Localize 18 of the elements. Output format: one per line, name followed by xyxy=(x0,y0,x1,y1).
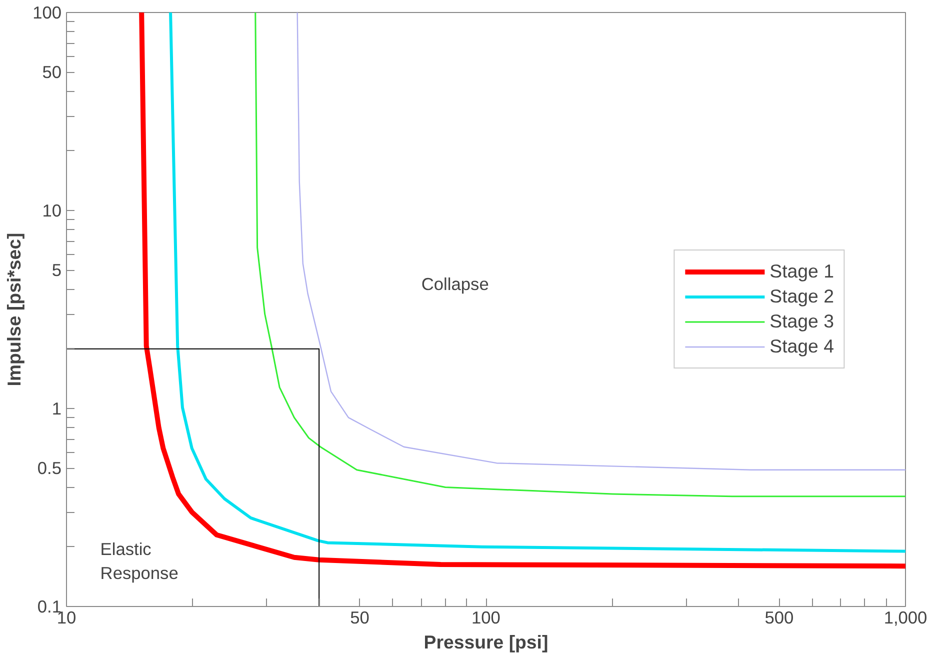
y-tick-label: 1 xyxy=(52,398,62,418)
x-tick-label: 50 xyxy=(350,608,370,628)
x-tick-label: 1,000 xyxy=(884,608,928,628)
annotation: Collapse xyxy=(421,274,489,294)
x-axis-title: Pressure [psi] xyxy=(424,632,548,652)
y-tick-label: 50 xyxy=(42,62,62,82)
legend-label: Stage 1 xyxy=(770,260,834,282)
legend-label: Stage 4 xyxy=(770,336,834,358)
y-tick-label: 0.5 xyxy=(37,458,62,478)
legend-label: Stage 2 xyxy=(770,286,834,308)
legend-label: Stage 3 xyxy=(770,310,834,332)
y-tick-label: 100 xyxy=(32,2,62,22)
annotation: Elastic Response xyxy=(100,538,178,583)
y-axis-title: Impulse [psi*sec] xyxy=(4,232,25,386)
y-tick-label: 5 xyxy=(52,260,62,280)
y-tick-label: 10 xyxy=(42,200,62,220)
x-tick-label: 500 xyxy=(764,608,794,628)
x-tick-label: 100 xyxy=(472,608,500,628)
